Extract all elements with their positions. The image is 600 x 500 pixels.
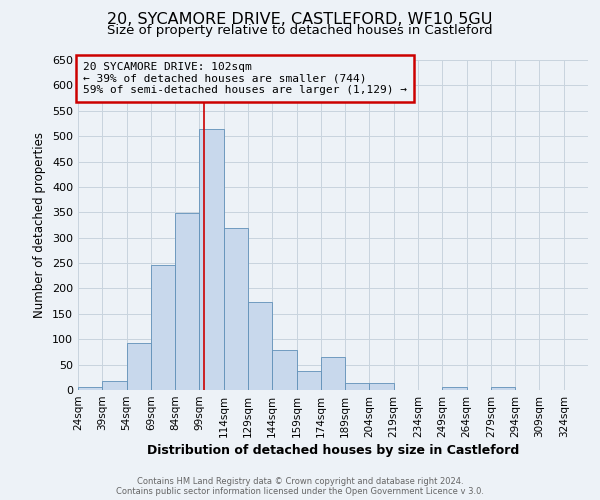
Text: Contains HM Land Registry data © Crown copyright and database right 2024.
Contai: Contains HM Land Registry data © Crown c… xyxy=(116,476,484,496)
Bar xyxy=(442,388,467,390)
Bar xyxy=(296,370,321,390)
Text: 20 SYCAMORE DRIVE: 102sqm
← 39% of detached houses are smaller (744)
59% of semi: 20 SYCAMORE DRIVE: 102sqm ← 39% of detac… xyxy=(83,62,407,95)
Bar xyxy=(175,214,199,390)
Text: Size of property relative to detached houses in Castleford: Size of property relative to detached ho… xyxy=(107,24,493,37)
Bar xyxy=(491,388,515,390)
Bar xyxy=(224,228,248,390)
Bar xyxy=(321,357,345,390)
Text: 20, SYCAMORE DRIVE, CASTLEFORD, WF10 5GU: 20, SYCAMORE DRIVE, CASTLEFORD, WF10 5GU xyxy=(107,12,493,28)
Bar xyxy=(127,344,151,390)
X-axis label: Distribution of detached houses by size in Castleford: Distribution of detached houses by size … xyxy=(147,444,519,457)
Bar xyxy=(102,381,127,390)
Bar xyxy=(78,388,102,390)
Bar xyxy=(272,350,296,390)
Y-axis label: Number of detached properties: Number of detached properties xyxy=(34,132,46,318)
Bar xyxy=(345,384,370,390)
Bar xyxy=(199,129,224,390)
Bar xyxy=(370,384,394,390)
Bar xyxy=(151,265,175,390)
Bar xyxy=(248,302,272,390)
